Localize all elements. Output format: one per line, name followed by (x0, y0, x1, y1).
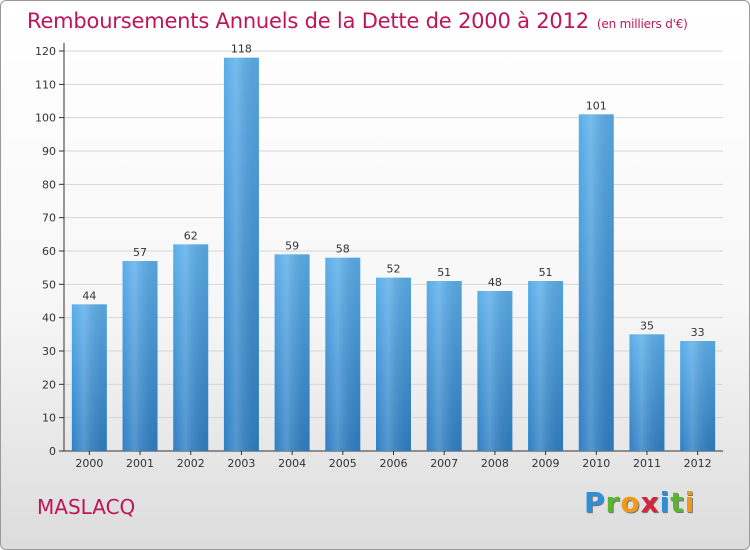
y-tick-label: 50 (42, 278, 56, 291)
chart-title-text: Remboursements Annuels de la Dette de 20… (27, 9, 589, 33)
data-label: 44 (82, 289, 96, 302)
logo-letter: r (605, 486, 621, 519)
commune-name: MASLACQ (37, 495, 136, 519)
bar-shade (376, 277, 411, 451)
bar-shade (426, 281, 462, 451)
logo-letter: t (670, 486, 685, 519)
data-label: 33 (691, 326, 705, 339)
logo-letter: i (659, 486, 671, 519)
x-tick-label: 2000 (75, 457, 103, 470)
axes: 0 10 20 30 40 50 60 70 80 90 100 110 120 2000 2001 2002… (35, 43, 723, 470)
y-tick-label: 120 (35, 45, 56, 58)
x-tick-label: 2007 (430, 457, 458, 470)
data-labels: 44 57 62 118 59 58 52 51 48 51 101 35 33 (82, 43, 704, 339)
data-label: 51 (437, 266, 451, 279)
x-tick-label: 2005 (329, 457, 357, 470)
data-label: 101 (586, 99, 607, 112)
data-label: 58 (336, 243, 350, 256)
data-label: 62 (184, 229, 198, 242)
x-tick-label: 2010 (582, 457, 610, 470)
data-label: 51 (539, 266, 553, 279)
y-tick-label: 60 (42, 245, 56, 258)
y-tick-label: 20 (42, 378, 56, 391)
y-tick-label: 100 (35, 112, 56, 125)
y-tick-label: 80 (42, 178, 56, 191)
bar-shade (325, 257, 361, 451)
proxiti-logo: Proxiti (584, 486, 695, 519)
x-tick-label: 2012 (684, 457, 712, 470)
x-tick-label: 2006 (380, 457, 408, 470)
data-label: 52 (387, 263, 401, 276)
bar-shade (173, 244, 209, 451)
logo-letter: x (640, 486, 660, 519)
unit-note: (en milliers d'€) (596, 17, 688, 31)
chart-title: Remboursements Annuels de la Dette de 20… (27, 9, 688, 33)
bar-shade (528, 281, 564, 451)
bar-shade (629, 334, 665, 451)
y-tick-label: 40 (42, 312, 56, 325)
x-tick-label: 2002 (177, 457, 205, 470)
x-tick-label: 2001 (126, 457, 154, 470)
bar-shade (223, 57, 259, 452)
x-tick-label: 2009 (532, 457, 560, 470)
x-tick-label: 2004 (278, 457, 306, 470)
data-label: 118 (231, 43, 252, 56)
y-tick-label: 0 (49, 445, 56, 458)
bars (71, 57, 716, 452)
bar-shade (578, 114, 614, 451)
y-tick-label: 90 (42, 145, 56, 158)
bar-shade (122, 261, 158, 451)
data-label: 57 (133, 246, 147, 259)
x-tick-label: 2011 (633, 457, 661, 470)
x-tick-label: 2003 (227, 457, 255, 470)
bar-shade (680, 341, 716, 451)
logo-letter: o (620, 486, 641, 519)
x-tick-label: 2008 (481, 457, 509, 470)
logo-letter: P (584, 486, 606, 519)
data-label: 59 (285, 239, 299, 252)
logo-letter: i (684, 486, 696, 519)
y-tick-label: 110 (35, 78, 56, 91)
y-tick-label: 70 (42, 212, 56, 225)
data-label: 48 (488, 276, 502, 289)
y-tick-label: 10 (42, 412, 56, 425)
bar-shade (274, 254, 310, 451)
data-label: 35 (640, 319, 654, 332)
bar-shade (71, 304, 107, 451)
y-tick-label: 30 (42, 345, 56, 358)
bar-shade (477, 291, 513, 451)
